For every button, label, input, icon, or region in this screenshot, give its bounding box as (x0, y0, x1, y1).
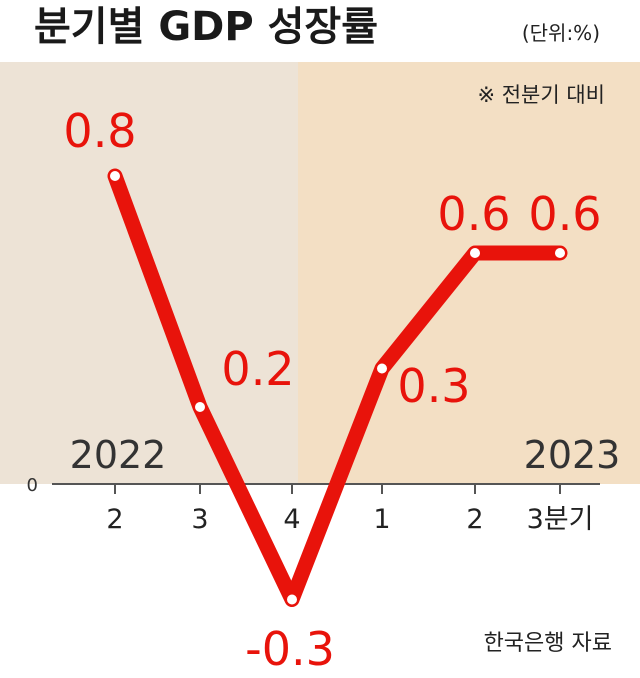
data-label: 0.6 (437, 187, 510, 241)
x-tick-label: 4 (283, 504, 300, 535)
data-point (285, 592, 299, 607)
source-note: 한국은행 자료 (484, 631, 612, 656)
x-tick-label: 1 (373, 504, 390, 535)
data-label: 0.6 (528, 187, 601, 241)
data-point (108, 169, 122, 183)
x-tick-label: 3분기 (527, 504, 594, 535)
zero-tick-label: 0 (27, 475, 38, 496)
x-ticks: 2 3 4 1 2 3분기 (106, 484, 593, 535)
year-band-2023 (298, 62, 640, 484)
data-label: -0.3 (245, 622, 335, 676)
x-tick-label: 3 (191, 504, 208, 535)
series-line (107, 168, 568, 607)
data-point (193, 400, 207, 414)
chart-title: 분기별 GDP 성장률 (34, 4, 378, 50)
data-point (553, 246, 567, 260)
year-label-2023: 2023 (524, 433, 621, 477)
unit-label: (단위:%) (522, 21, 600, 45)
data-label: 0.3 (397, 359, 470, 413)
x-tick-label: 2 (466, 504, 483, 535)
data-point (375, 361, 389, 376)
year-label-2022: 2022 (70, 433, 167, 477)
x-tick-label: 2 (106, 504, 123, 535)
data-label: 0.2 (221, 342, 294, 396)
data-label: 0.8 (63, 104, 136, 158)
growth-series: 0.8 0.2 -0.3 0.3 0.6 0.6 (63, 104, 601, 676)
data-point (468, 246, 482, 260)
comparison-note: ※ 전분기 대비 (477, 83, 605, 107)
